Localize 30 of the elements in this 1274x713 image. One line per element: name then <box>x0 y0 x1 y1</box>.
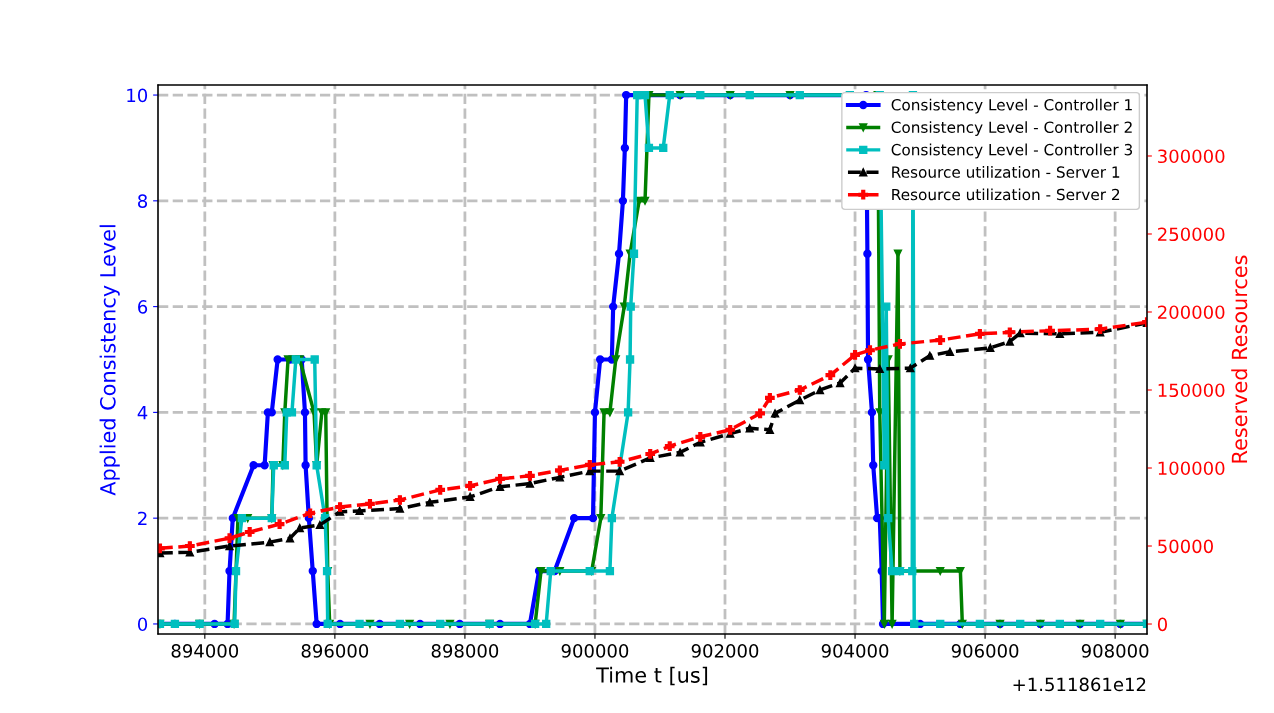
y-tick-label: 8 <box>138 194 148 208</box>
text: +1.511861e12 <box>1013 677 1146 692</box>
y2-tick-label: 200000 <box>1158 305 1225 320</box>
y-tick-label: 10 <box>127 88 148 103</box>
x-axis-title: Time t [us] <box>596 666 708 686</box>
y-tick-label: 0 <box>137 617 148 632</box>
y2-tick-label: 100000 <box>1158 461 1225 476</box>
x-tick-label: 900000 <box>561 644 629 658</box>
y-tick-label: 6 <box>138 300 148 314</box>
x-tick-label: 906000 <box>951 644 1019 658</box>
y2-tick-label: 50000 <box>1158 539 1213 554</box>
legend-label: Resource utilization - Server 1 <box>892 166 1120 178</box>
y-tick-label: 2 <box>138 511 147 526</box>
y2-tick-label: 0 <box>1157 617 1168 632</box>
legend-label: Consistency Level - Controller 2 <box>891 121 1132 136</box>
y-axis-title: Applied Consistency Level <box>99 225 120 496</box>
x-tick-label: 896000 <box>301 644 369 658</box>
legend-label: Consistency Level - Controller 3 <box>891 143 1133 159</box>
x-tick-label: 894000 <box>171 644 239 658</box>
x-tick-label: 908000 <box>1081 644 1149 658</box>
legend-label: Resource utilization - Server 2 <box>892 188 1120 201</box>
y2-tick-label: 250000 <box>1158 227 1225 242</box>
x-tick-label: 898000 <box>431 644 499 658</box>
y2-tick-label: 300000 <box>1158 149 1225 164</box>
legend-label: Consistency Level - Controller 1 <box>891 98 1132 114</box>
y2-tick-label: 150000 <box>1158 383 1225 398</box>
y2-axis-title: Reserved Resources <box>1231 255 1248 463</box>
x-tick-label: 902000 <box>691 644 759 658</box>
y-tick-label: 4 <box>137 406 148 420</box>
x-tick-label: 904000 <box>821 644 889 658</box>
